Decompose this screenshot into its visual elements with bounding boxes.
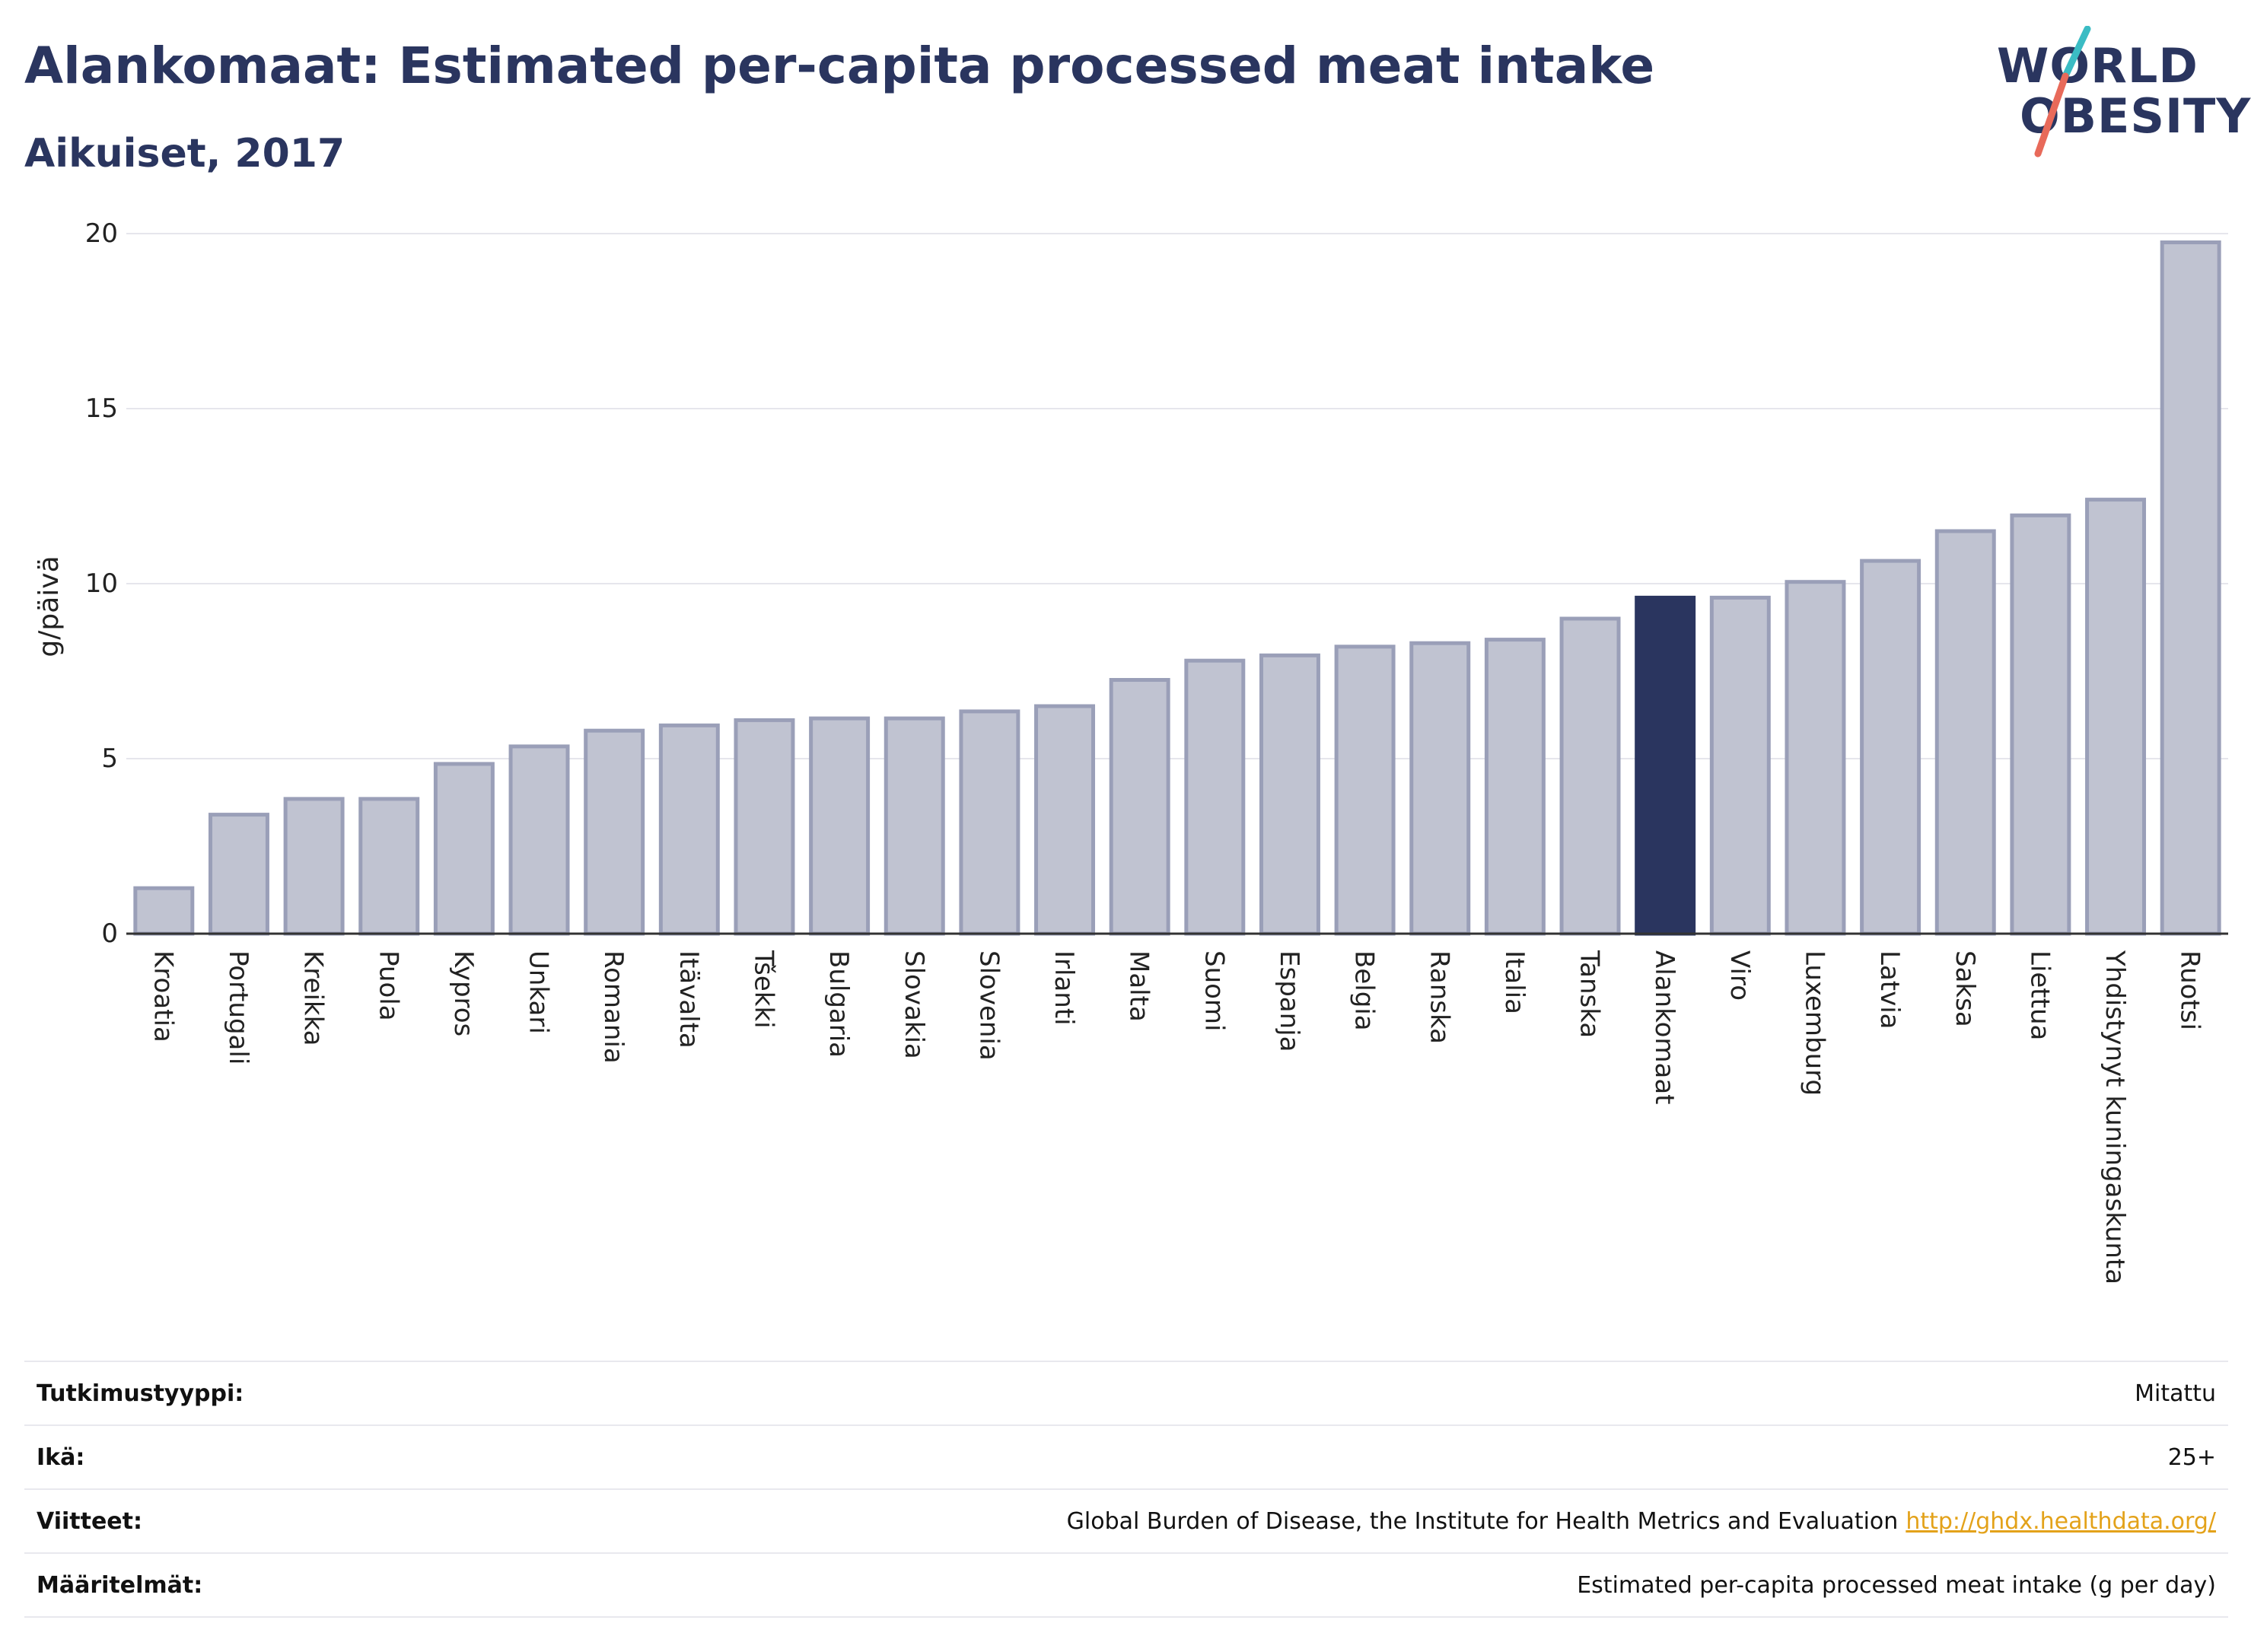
bar-kroatia — [133, 886, 195, 936]
meta-value-references: Global Burden of Disease, the Institute … — [1067, 1508, 2216, 1535]
meta-value: Mitattu — [2135, 1380, 2216, 1407]
bar-itävalta — [658, 723, 720, 936]
bar-slovenia — [959, 709, 1020, 936]
bar-malta — [1109, 678, 1170, 936]
x-tick-label: Kypros — [448, 950, 479, 1036]
x-axis-labels: Kroatia Portugali Kreikka Puola Kypros Unkari… — [148, 950, 2205, 1284]
x-tick-label: Saksa — [1950, 950, 1980, 1027]
x-tick-label: Slovakia — [899, 950, 929, 1059]
x-tick-label: Irlanti — [1049, 950, 1079, 1026]
bar-unkari — [508, 744, 570, 936]
logo-slash-icon — [2034, 26, 2091, 158]
x-tick-label: Italia — [1499, 950, 1530, 1014]
meta-key: Viitteet: — [37, 1508, 142, 1535]
meta-row-age: Ikä: 25+ — [24, 1424, 2228, 1488]
bar-belgia — [1334, 645, 1396, 936]
world-obesity-logo: WORLD OBESITY — [1992, 26, 2250, 160]
meta-row-references: Viitteet: Global Burden of Disease, the … — [24, 1488, 2228, 1552]
bar-romania — [584, 728, 645, 936]
x-tick-label: Tšekki — [748, 950, 778, 1029]
x-tick-label: Romania — [598, 950, 629, 1064]
x-tick-label: Belgia — [1349, 950, 1380, 1031]
y-tick-label: 15 — [85, 393, 118, 424]
x-tick-label: Bulgaria — [823, 950, 854, 1058]
x-tick-label: Portugali — [223, 950, 253, 1065]
y-tick-label: 10 — [85, 568, 118, 599]
bar-puola — [358, 797, 420, 936]
x-tick-label: Itävalta — [673, 950, 704, 1049]
bar-slovakia — [884, 716, 945, 936]
reference-link[interactable]: http://ghdx.healthdata.org/ — [1906, 1508, 2216, 1535]
x-tick-label: Yhdistynyt kuningaskunta — [2100, 950, 2130, 1284]
bar-luxemburg — [1785, 580, 1846, 936]
bar-bulgaria — [809, 716, 871, 936]
meta-value: Estimated per-capita processed meat inta… — [1577, 1572, 2216, 1599]
x-tick-label: Malta — [1124, 950, 1154, 1022]
bar-alankomaat — [1635, 595, 1696, 936]
y-tick-label: 5 — [101, 743, 118, 774]
x-tick-label: Alankomaat — [1649, 950, 1679, 1105]
x-tick-label: Tanska — [1574, 950, 1605, 1038]
meta-key: Tutkimustyyppi: — [37, 1380, 244, 1407]
meta-value: 25+ — [2167, 1444, 2216, 1471]
x-tick-label: Espanja — [1274, 950, 1304, 1052]
x-tick-label: Kreikka — [298, 950, 329, 1046]
bar-portugali — [208, 813, 269, 936]
x-tick-label: Liettua — [2024, 950, 2055, 1040]
y-tick-label: 0 — [101, 918, 118, 949]
bar-viro — [1709, 595, 1771, 936]
meta-key: Määritelmät: — [37, 1572, 203, 1599]
page-title: Alankomaat: Estimated per-capita process… — [24, 37, 1655, 95]
bar-espanja — [1259, 653, 1320, 936]
meta-key: Ikä: — [37, 1444, 85, 1471]
page-subtitle: Aikuiset, 2017 — [24, 131, 345, 177]
bar-tanska — [1559, 616, 1621, 936]
x-tick-label: Puola — [373, 950, 403, 1021]
meta-row-study-type: Tutkimustyyppi: Mitattu — [24, 1361, 2228, 1424]
chart-bars — [133, 240, 2221, 936]
metadata-table: Tutkimustyyppi: Mitattu Ikä: 25+ Viittee… — [24, 1361, 2228, 1618]
bar-ruotsi — [2160, 240, 2221, 936]
bar-kypros — [433, 762, 495, 936]
bar-suomi — [1184, 658, 1246, 936]
bar-italia — [1484, 638, 1546, 936]
bar-yhdistynyt-kuningaskunta — [2085, 498, 2147, 936]
x-tick-label: Slovenia — [973, 950, 1004, 1061]
y-tick-label: 20 — [85, 218, 118, 249]
x-tick-label: Kroatia — [148, 950, 178, 1042]
x-tick-label: Viro — [1724, 950, 1755, 1001]
x-tick-label: Ruotsi — [2175, 950, 2205, 1030]
bar-ranska — [1409, 641, 1471, 936]
meta-row-definitions: Määritelmät: Estimated per-capita proces… — [24, 1552, 2228, 1618]
x-tick-label: Unkari — [524, 950, 554, 1034]
x-tick-label: Latvia — [1874, 950, 1905, 1030]
bar-chart: 0 5 10 15 20 Kroatia Portugali Kreikka Puola Kyp… — [33, 218, 2228, 1284]
y-axis-ticks: 0 5 10 15 20 — [85, 218, 118, 949]
bar-irlanti — [1034, 704, 1096, 936]
reference-text: Global Burden of Disease, the Institute … — [1066, 1508, 1899, 1535]
x-tick-label: Suomi — [1199, 950, 1229, 1032]
bar-kreikka — [283, 797, 345, 936]
x-tick-label: Ranska — [1424, 950, 1454, 1044]
logo-text-world: WORLD — [1997, 38, 2198, 94]
x-tick-label: Luxemburg — [1799, 950, 1829, 1096]
y-axis-label: g/päivä — [33, 555, 65, 657]
bar-tšekki — [734, 718, 795, 936]
bar-liettua — [2010, 513, 2071, 936]
bar-latvia — [1860, 559, 1921, 936]
bar-saksa — [1934, 529, 1996, 936]
